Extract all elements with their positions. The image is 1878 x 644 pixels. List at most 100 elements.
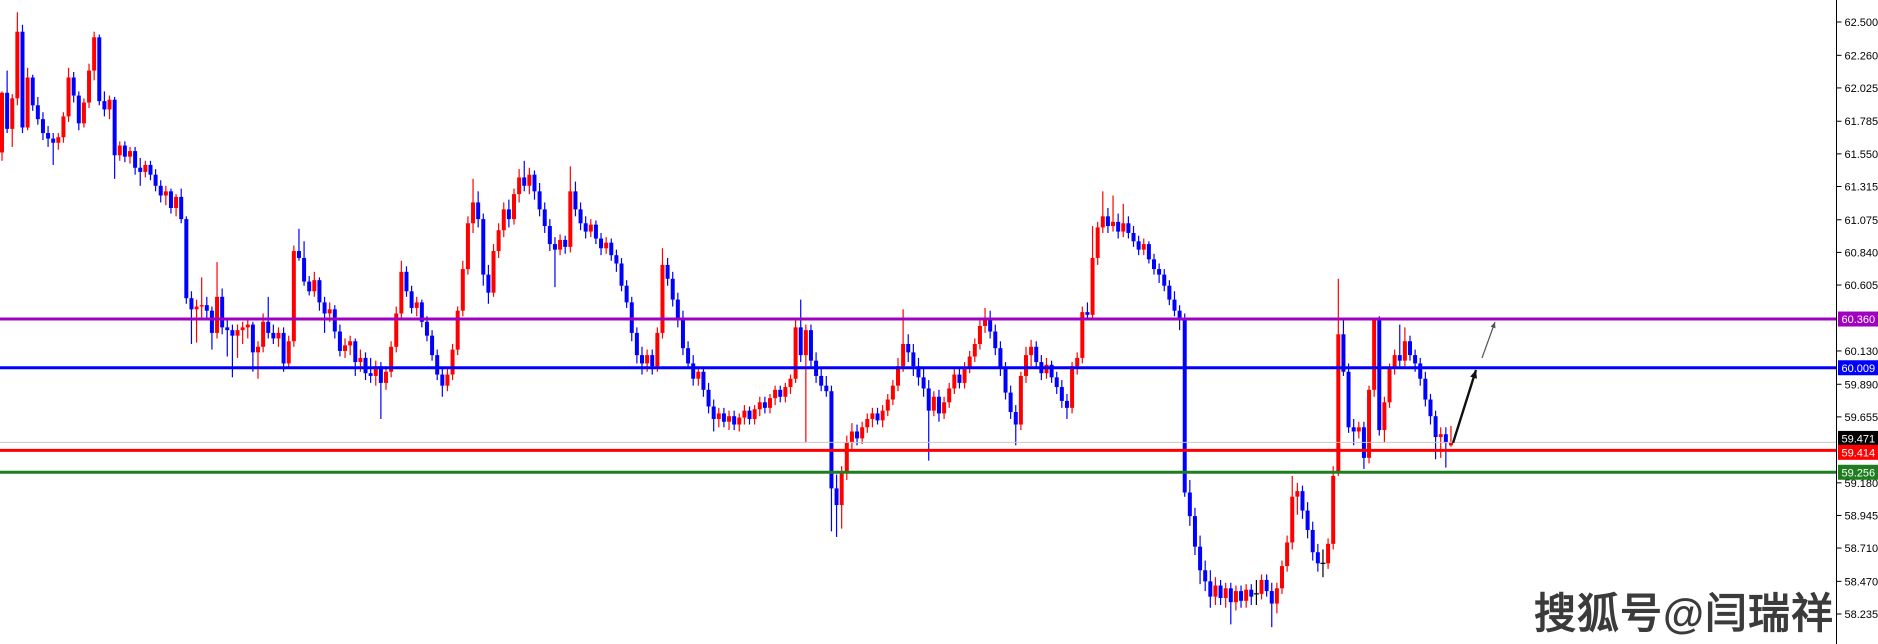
price-axis: 62.500 62.260 62.025 61.785 61.550 61.315 61.0… — [1836, 0, 1878, 644]
candle-body — [537, 191, 542, 210]
candle-body — [286, 341, 291, 364]
candle-body — [1300, 491, 1305, 511]
candle-body — [1305, 510, 1310, 531]
candle-body — [440, 374, 445, 386]
candle-body — [593, 224, 598, 239]
candle-body — [742, 410, 747, 418]
candle-body — [936, 396, 941, 414]
candle-body — [112, 99, 117, 156]
candle-body — [568, 191, 573, 247]
axis-tick-label: 61.075 — [1845, 215, 1878, 227]
candle-body — [1003, 369, 1008, 393]
candle-body — [1157, 269, 1162, 275]
candle-body — [993, 331, 998, 349]
candle-body — [552, 244, 557, 250]
axis-badge-label: 60.360 — [1842, 314, 1876, 326]
candle-body — [424, 321, 429, 336]
candle-body — [1054, 377, 1059, 388]
candle-body — [762, 402, 767, 408]
candle-body — [839, 471, 844, 506]
candle-body — [512, 194, 516, 220]
candle-body — [348, 341, 353, 346]
candle-body — [558, 239, 563, 250]
candle-body — [660, 264, 665, 333]
candle-body — [35, 105, 40, 120]
candle-body — [1167, 285, 1172, 300]
candle-body — [921, 377, 926, 389]
candle-body — [1331, 475, 1336, 544]
candle-body — [1341, 334, 1346, 372]
candle-body — [51, 138, 56, 143]
candle-body — [486, 274, 491, 293]
candle-body — [655, 332, 660, 367]
candle-body — [15, 31, 20, 99]
candle-body — [1141, 244, 1146, 250]
candle-body — [220, 296, 225, 328]
candle-body — [394, 313, 399, 347]
candle-body — [1387, 369, 1392, 403]
candle-body — [650, 355, 655, 367]
candle-body — [542, 209, 547, 227]
candle-body — [1295, 491, 1300, 497]
candle-body — [824, 385, 829, 392]
candle-body — [1377, 320, 1382, 431]
candle-body — [1264, 579, 1269, 592]
candle-body — [189, 298, 194, 310]
candle-body — [56, 137, 61, 143]
candle-body — [803, 330, 808, 356]
axis-tick-label: 58.235 — [1845, 609, 1878, 621]
candle-body — [1080, 312, 1085, 358]
axis-tick-label: 59.890 — [1845, 379, 1878, 391]
axis-tick-label: 59.180 — [1845, 478, 1878, 490]
axis-price-badge — [1838, 444, 1878, 460]
candle-body — [583, 223, 588, 232]
candle-body — [455, 310, 460, 350]
axis-price-badge — [1838, 360, 1878, 376]
candle-body — [368, 373, 373, 376]
candle-body — [76, 95, 81, 124]
candle-body — [1269, 591, 1274, 604]
candle-body — [1064, 400, 1069, 408]
candle-body — [168, 191, 173, 208]
candle-body — [1249, 589, 1254, 597]
candle-body — [87, 70, 92, 103]
candle-body — [1198, 546, 1203, 571]
axis-tick-label: 59.655 — [1845, 412, 1878, 424]
candle-body — [404, 271, 409, 292]
candle-body — [588, 224, 593, 232]
candle-body — [343, 345, 348, 351]
candle-body — [1111, 221, 1116, 227]
candle-body — [1049, 364, 1054, 378]
candle-body — [1382, 402, 1387, 431]
candle-body — [117, 145, 122, 156]
candle-body — [353, 341, 358, 363]
candle-body — [727, 416, 732, 422]
candle-body — [409, 291, 414, 308]
candle-body — [384, 371, 388, 383]
candle-body — [906, 344, 911, 353]
axis-tick-label: 60.605 — [1845, 280, 1878, 292]
candle-body — [604, 242, 609, 249]
candle-body — [337, 331, 342, 351]
candle-body — [798, 327, 803, 356]
candle-body — [435, 355, 440, 375]
price-levels — [0, 317, 1837, 474]
candle-body — [40, 119, 45, 134]
candle-body — [1310, 530, 1315, 553]
candle-body — [573, 191, 578, 210]
candle-body — [1162, 274, 1167, 286]
candle-body — [1223, 588, 1228, 599]
candle-body — [947, 388, 952, 403]
candle-body — [1280, 566, 1284, 589]
candle-body — [977, 325, 982, 345]
candle-body — [1443, 434, 1448, 443]
candle-body — [942, 402, 947, 414]
candle-body — [737, 417, 742, 425]
candle-body — [71, 77, 76, 96]
candle-body — [30, 77, 35, 106]
candle-body — [174, 196, 179, 208]
candle-body — [926, 388, 931, 411]
candle-body — [547, 226, 552, 245]
